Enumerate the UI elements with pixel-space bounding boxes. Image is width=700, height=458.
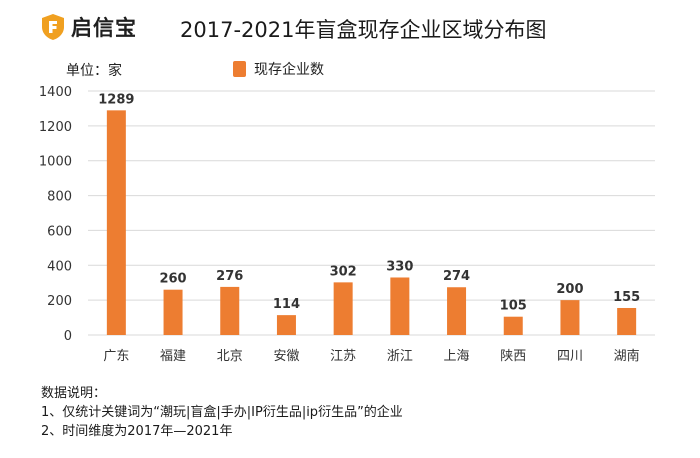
- y-tick-label: 1000: [39, 155, 72, 170]
- bar: [106, 110, 126, 336]
- bar-value-label: 260: [159, 272, 186, 287]
- notes-line-1: 1、仅统计关键词为“潮玩|盲盒|手办|IP衍生品|ip衍生品”的企业: [41, 405, 403, 420]
- y-tick-label: 1400: [39, 85, 72, 100]
- x-tick-label: 四川: [557, 349, 583, 364]
- bar: [447, 287, 467, 335]
- bar-value-label: 200: [556, 282, 583, 297]
- brand-logo: 启信宝: [40, 12, 137, 42]
- bar: [503, 316, 523, 335]
- y-tick-label: 600: [47, 224, 72, 239]
- bar: [276, 315, 296, 335]
- y-tick-label: 1200: [39, 120, 72, 135]
- y-tick-label: 400: [47, 259, 72, 274]
- x-tick-label: 上海: [444, 349, 470, 364]
- legend-label: 现存企业数: [254, 62, 324, 78]
- x-tick-label: 北京: [217, 349, 243, 364]
- x-tick-label: 安徽: [273, 349, 299, 364]
- data-notes: 数据说明： 1、仅统计关键词为“潮玩|盲盒|手办|IP衍生品|ip衍生品”的企业…: [41, 384, 403, 441]
- y-tick-label: 200: [47, 294, 72, 309]
- bar: [390, 277, 410, 335]
- x-tick-label: 浙江: [387, 349, 413, 364]
- y-tick-label: 0: [64, 329, 72, 344]
- shield-logo-icon: [42, 14, 64, 40]
- x-tick-label: 江苏: [330, 348, 356, 364]
- bar: [333, 282, 353, 335]
- y-tick-label: 800: [47, 190, 72, 205]
- bar: [220, 286, 240, 335]
- bar-value-label: 302: [330, 264, 357, 279]
- bar-value-label: 114: [273, 297, 300, 312]
- bar-value-label: 330: [386, 259, 413, 274]
- bar-value-label: 105: [500, 299, 527, 314]
- notes-line-2: 2、时间维度为2017年—2021年: [41, 424, 233, 439]
- bar: [617, 307, 637, 335]
- notes-heading: 数据说明：: [41, 386, 107, 401]
- x-tick-label: 福建: [160, 349, 186, 364]
- bar: [560, 300, 580, 335]
- x-tick-label: 湖南: [614, 348, 640, 364]
- x-tick-label: 陕西: [500, 349, 526, 364]
- bar-value-label: 155: [613, 290, 640, 305]
- legend: 现存企业数: [233, 59, 324, 79]
- logo-text: 启信宝: [71, 16, 137, 40]
- x-tick-label: 广东: [103, 349, 129, 364]
- bar-value-label: 276: [216, 269, 243, 284]
- legend-swatch: [233, 61, 246, 77]
- chart-title: 2017-2021年盲盒现存企业区域分布图: [180, 18, 547, 42]
- bar: [163, 289, 183, 335]
- bar-value-label: 1289: [98, 92, 134, 107]
- bar-value-label: 274: [443, 269, 470, 284]
- unit-label: 单位：家: [66, 63, 122, 79]
